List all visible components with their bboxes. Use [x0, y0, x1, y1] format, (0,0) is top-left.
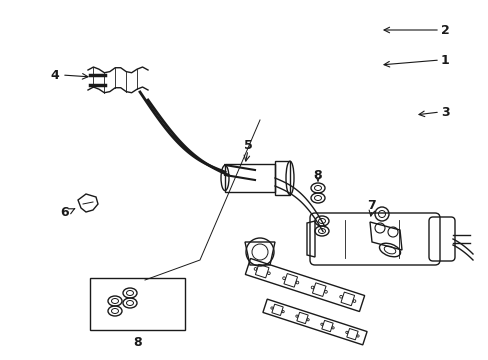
Text: 4: 4: [51, 68, 59, 81]
Text: 2: 2: [440, 23, 448, 36]
Text: 3: 3: [440, 105, 448, 118]
Text: 7: 7: [367, 198, 376, 212]
Text: 1: 1: [440, 54, 448, 67]
Text: 8: 8: [133, 336, 142, 348]
Text: 6: 6: [61, 206, 69, 219]
Text: 5: 5: [243, 139, 252, 152]
Text: 8: 8: [313, 168, 322, 181]
